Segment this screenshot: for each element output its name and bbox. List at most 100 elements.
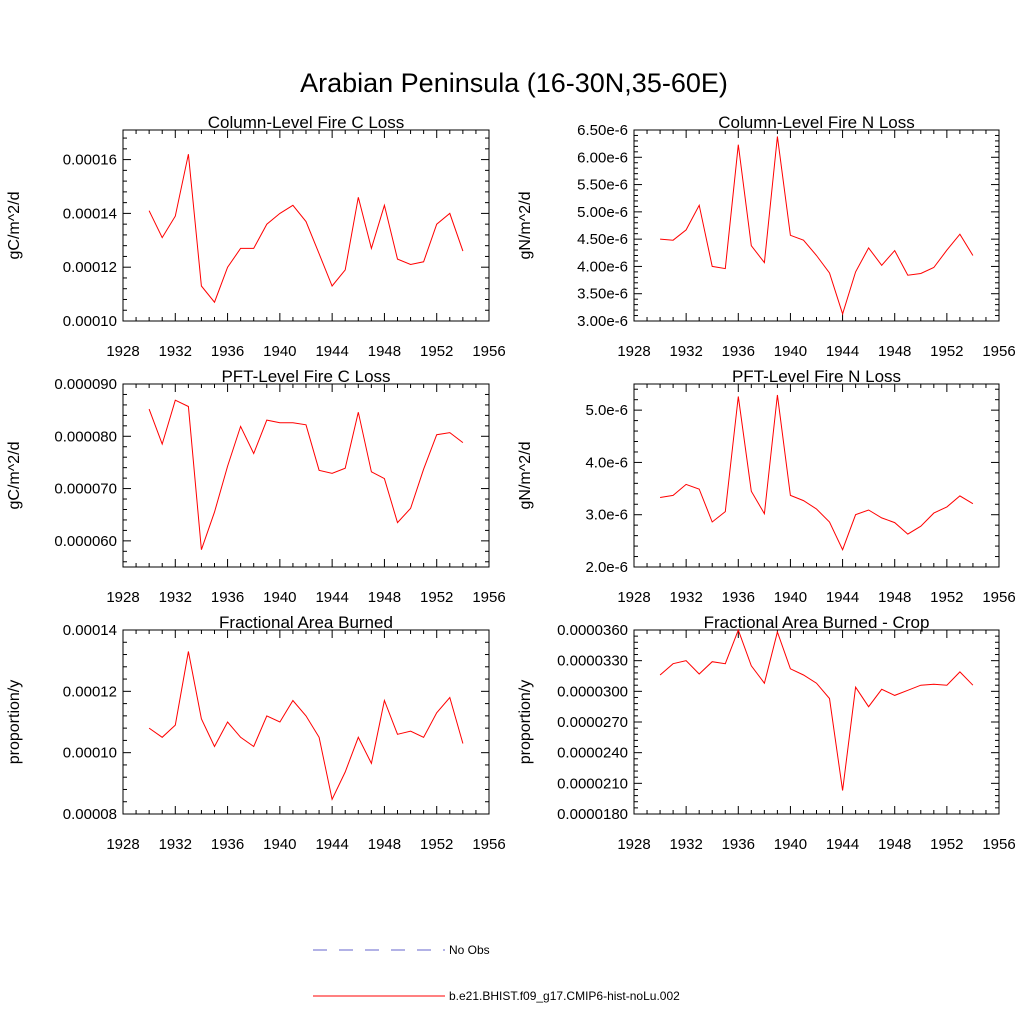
y-tick-label: 0.0000270 (557, 714, 628, 731)
x-tick-label: 1932 (669, 589, 702, 606)
x-tick-label: 1948 (368, 836, 401, 853)
y-tick-label: 0.00016 (63, 152, 117, 169)
x-tick-label: 1940 (774, 836, 807, 853)
x-tick-label: 1944 (826, 836, 859, 853)
x-tick-label: 1948 (878, 343, 911, 360)
plot-frame (633, 383, 1000, 568)
panel-title: Column-Level Fire C Loss (208, 113, 405, 132)
y-tick-label: 0.000070 (54, 481, 117, 498)
chart-panel-4: PFT-Level Fire N Loss gN/m^2/d 1928 1932 193… (517, 367, 1016, 606)
x-tick-label: 1944 (315, 836, 348, 853)
x-tick-label: 1936 (722, 343, 755, 360)
x-tick-label: 1936 (211, 343, 244, 360)
chart-panels: Column-Level Fire C Loss gC/m^2/d 1928 1932… (6, 113, 1016, 853)
x-tick-label: 1932 (159, 343, 192, 360)
y-tick-label: 5.00e-6 (577, 204, 628, 221)
panel-title: Fractional Area Burned - Crop (704, 613, 930, 632)
legend: No Obs b.e21.BHIST.f09_g17.CMIP6-hist-no… (313, 943, 680, 1003)
x-tick-label: 1948 (368, 343, 401, 360)
y-axis-label: proportion/y (6, 680, 23, 765)
series-line (148, 399, 464, 550)
y-tick-label: 0.00014 (63, 205, 117, 222)
y-tick-label: 5.50e-6 (577, 177, 628, 194)
y-axis-label: proportion/y (517, 680, 534, 765)
series-line (660, 394, 974, 551)
x-tick-label: 1940 (774, 343, 807, 360)
y-tick-label: 0.00014 (63, 622, 117, 639)
series-line (148, 154, 464, 304)
x-tick-label: 1952 (930, 836, 963, 853)
x-tick-label: 1948 (878, 836, 911, 853)
panel-title: PFT-Level Fire N Loss (732, 367, 901, 386)
y-tick-label: 0.0000330 (557, 653, 628, 670)
x-tick-label: 1932 (669, 836, 702, 853)
chart-panel-2: Column-Level Fire N Loss gN/m^2/d 1928 1932… (517, 113, 1016, 360)
y-tick-label: 2.0e-6 (585, 559, 628, 576)
plot-frame (633, 629, 1000, 815)
x-tick-label: 1952 (930, 589, 963, 606)
y-tick-label: 0.0000300 (557, 683, 628, 700)
y-tick-label: 3.0e-6 (585, 507, 628, 524)
series-line (659, 628, 974, 791)
x-tick-label: 1952 (420, 343, 453, 360)
chart-panel-3: PFT-Level Fire C Loss gC/m^2/d 1928 1932 193… (6, 367, 506, 606)
y-tick-label: 5.0e-6 (585, 402, 628, 419)
y-tick-label: 0.0000210 (557, 775, 628, 792)
x-tick-label: 1940 (263, 343, 296, 360)
panel-title: Column-Level Fire N Loss (718, 113, 915, 132)
legend-label-no-obs: No Obs (449, 943, 490, 957)
x-tick-label: 1940 (263, 836, 296, 853)
y-tick-label: 4.50e-6 (577, 231, 628, 248)
x-tick-label: 1940 (774, 589, 807, 606)
chart-panel-5: Fractional Area Burned proportion/y 1928 19… (6, 613, 506, 853)
legend-label-model: b.e21.BHIST.f09_g17.CMIP6-hist-noLu.002 (449, 989, 680, 1003)
x-tick-label: 1952 (420, 589, 453, 606)
y-tick-label: 3.00e-6 (577, 313, 628, 330)
y-tick-label: 4.0e-6 (585, 454, 628, 471)
y-tick-label: 0.00010 (63, 745, 117, 762)
x-tick-label: 1944 (315, 589, 348, 606)
x-tick-label: 1944 (826, 343, 859, 360)
y-tick-label: 0.00012 (63, 683, 117, 700)
x-tick-label: 1948 (368, 589, 401, 606)
x-tick-label: 1928 (106, 343, 139, 360)
x-tick-label: 1956 (472, 343, 505, 360)
series-line (148, 651, 464, 801)
x-tick-label: 1928 (106, 589, 139, 606)
x-tick-label: 1944 (315, 343, 348, 360)
x-tick-label: 1928 (106, 836, 139, 853)
y-axis-label: gC/m^2/d (6, 192, 23, 260)
x-tick-label: 1956 (982, 589, 1015, 606)
y-tick-label: 6.50e-6 (577, 122, 628, 139)
x-tick-label: 1948 (878, 589, 911, 606)
series-line (660, 136, 974, 316)
x-tick-label: 1936 (211, 836, 244, 853)
plot-frame (122, 629, 490, 815)
x-tick-label: 1936 (722, 589, 755, 606)
panel-title: PFT-Level Fire C Loss (221, 367, 390, 386)
y-tick-label: 0.000060 (54, 533, 117, 550)
plot-frame (122, 383, 490, 568)
y-tick-label: 0.000080 (54, 428, 117, 445)
y-tick-label: 0.0000240 (557, 745, 628, 762)
x-tick-label: 1932 (669, 343, 702, 360)
x-tick-label: 1956 (472, 589, 505, 606)
chart-panel-6: Fractional Area Burned - Crop proportion/… (517, 613, 1016, 853)
chart-panel-1: Column-Level Fire C Loss gC/m^2/d 1928 1932… (6, 113, 506, 360)
x-tick-label: 1932 (159, 589, 192, 606)
y-tick-label: 0.00012 (63, 259, 117, 276)
plot-frame (122, 129, 490, 322)
figure-title: Arabian Peninsula (16-30N,35-60E) (300, 68, 728, 98)
x-tick-label: 1956 (982, 836, 1015, 853)
y-axis-label: gN/m^2/d (517, 442, 534, 510)
x-tick-label: 1952 (420, 836, 453, 853)
y-axis-label: gC/m^2/d (6, 442, 23, 510)
x-tick-label: 1952 (930, 343, 963, 360)
y-tick-label: 0.0000360 (557, 622, 628, 639)
x-tick-label: 1944 (826, 589, 859, 606)
x-tick-label: 1940 (263, 589, 296, 606)
x-tick-label: 1956 (472, 836, 505, 853)
y-tick-label: 0.0000180 (557, 806, 628, 823)
y-axis-label: gN/m^2/d (517, 192, 534, 260)
